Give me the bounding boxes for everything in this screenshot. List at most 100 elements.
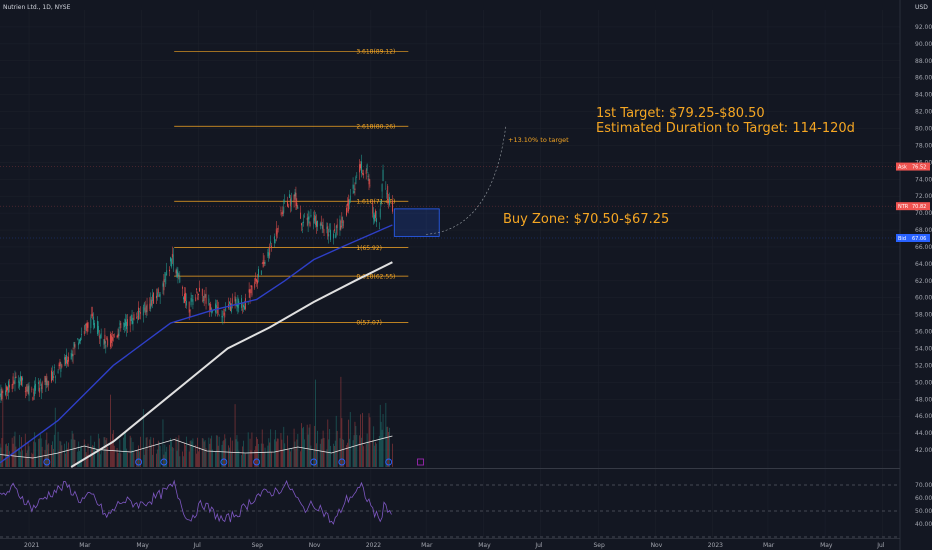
candle-body [116,336,118,338]
volume-bar [270,429,272,467]
candle-body [126,319,128,326]
volume-bar [373,426,375,467]
event-marker [253,458,261,466]
volume-bar [349,412,351,467]
candle-body [51,370,52,382]
candle-body [210,303,212,311]
candle-body [33,392,35,394]
volume-bar [19,434,21,467]
volume-bar [188,451,190,467]
volume-bar [250,450,252,467]
time-tick-label: 2022 [366,542,381,549]
volume-bar [242,446,243,467]
candle-body [281,212,283,214]
candle-body [78,342,80,346]
volume-bar [93,446,95,467]
candle-body [301,223,302,226]
volume-bar [316,443,317,467]
candle-body [47,384,49,386]
candle-body [35,383,36,391]
volume-bar [21,437,22,467]
candle-body [283,206,285,213]
volume-bar [185,445,186,467]
volume-bar [64,443,66,467]
fib-level-label: 1(65.92) [356,245,382,252]
candle-body [366,164,368,171]
volume-bar [267,445,269,467]
volume-bar [335,415,337,467]
candle-body [315,216,317,225]
candle-body [25,386,27,393]
candle-body [169,269,170,272]
volume-bar [67,442,69,467]
candle-body [310,214,312,217]
fib-level-label: 3.618(89.12) [356,48,395,55]
volume-bar [54,407,56,467]
volume-bar [387,426,389,467]
candle-body [217,307,219,310]
candle-body [257,280,258,284]
volume-bar [198,451,199,467]
volume-bar [170,441,172,467]
volume-bar [353,435,355,467]
fib-level-label: 0(57.07) [356,320,382,327]
volume-bar [38,438,40,467]
candle-body [83,331,85,334]
time-tick-label: Mar [421,542,433,549]
candle-body [290,197,292,205]
candle-body [66,354,67,364]
volume-bar [271,451,272,467]
fib-level-label: 1.618(71.40) [356,198,395,205]
candle-body [354,188,356,191]
candle-body [221,315,223,318]
candle-body [212,311,213,313]
volume-bar [126,448,127,467]
candle-body [288,194,290,198]
candle-body [319,223,321,226]
candle-body [208,298,210,305]
candle-body [348,200,350,205]
volume-bar [262,443,264,467]
candle-body [26,389,28,391]
candle-body [382,169,384,182]
candle-body [268,252,270,258]
candle-body [197,297,199,299]
candle-body [343,221,345,223]
candle-body [5,390,7,395]
ma-fast-line [0,224,393,464]
price-tick-label: 58.00 [915,312,932,319]
candle-body [53,367,55,369]
volume-bar [45,439,47,467]
volume-bar [248,454,250,467]
volume-bar [274,439,275,467]
candle-body [118,329,120,337]
volume-bar [212,449,213,467]
volume-bar [235,439,237,467]
candle-body [190,298,192,306]
event-marker [310,458,318,466]
price-tag-box [896,162,930,171]
volume-bar [339,438,341,467]
volume-bar [40,438,42,467]
volume-bar [244,453,246,467]
price-tick-label: 44.00 [915,430,932,437]
volume-bar [362,412,363,467]
volume-bar [314,425,316,467]
rsi-line [0,479,392,525]
candle-body [235,299,237,306]
candle-body [307,217,309,226]
volume-bar [34,432,36,467]
volume-bar [156,453,157,467]
volume-bar [228,445,229,467]
volume-bar [190,439,192,467]
candle-body [61,364,63,368]
candle-body [234,296,236,302]
volume-bar [236,435,238,467]
time-tick-label: Nov [651,542,663,549]
volume-bar [225,438,227,467]
candle-body [45,378,47,386]
time-tick-label: Mar [79,542,91,549]
time-tick-label: Sep [252,542,264,549]
candle-body [40,387,42,392]
